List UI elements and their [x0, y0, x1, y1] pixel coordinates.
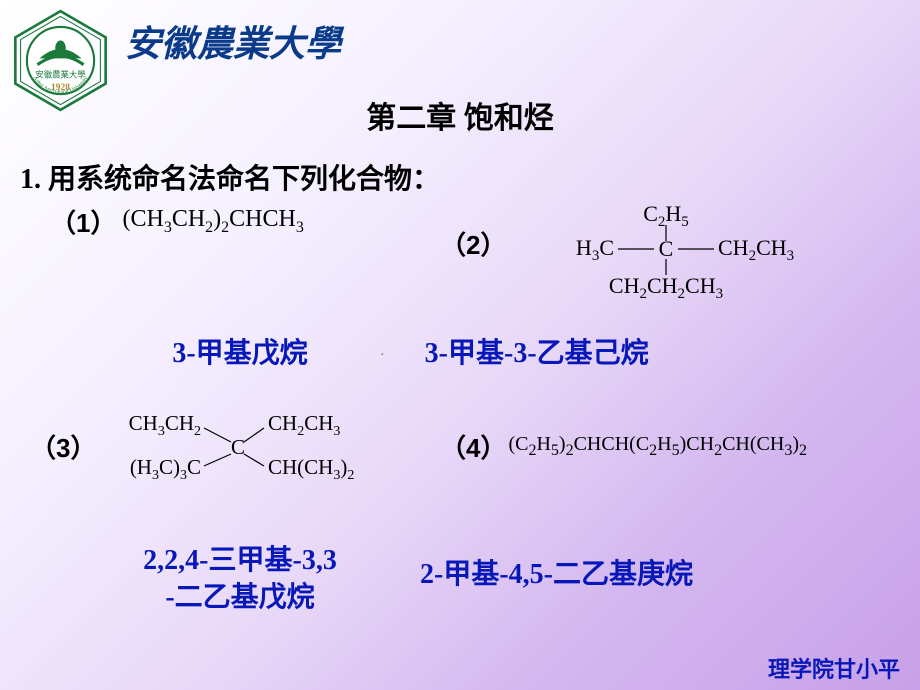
- formula-4: (C2H5)2CHCH(C2H5)CH2CH(CH3)2: [508, 433, 807, 460]
- university-logo: 安徽農業大學 1928 Anhui Agricultural Universit…: [8, 8, 113, 113]
- item-label-1: （1）: [50, 203, 116, 240]
- item-label-4: （4）: [440, 428, 506, 465]
- answer-4: 2-甲基-4,5-二乙基庚烷: [420, 557, 693, 593]
- svg-text:CH(CH3)2: CH(CH3)2: [268, 455, 354, 483]
- item-label-2: （2）: [440, 225, 506, 262]
- svg-text:(H3C)3C: (H3C)3C: [130, 455, 201, 483]
- university-name: 安徽農業大學: [125, 15, 341, 67]
- svg-text:安徽農業大學: 安徽農業大學: [35, 69, 85, 79]
- svg-text:C: C: [659, 236, 674, 261]
- structure-3: CH3CH2 CH2CH3 C (H3C)3C CH(CH3)2: [96, 410, 396, 495]
- item-label-3: （3）: [30, 428, 96, 465]
- structure-2: C2H5 H3C C CH2CH3 CH2CH2CH3: [536, 203, 796, 308]
- answer-2: 3-甲基-3-乙基己烷: [425, 336, 649, 372]
- formula-1: (CH3CH2)2CHCH3: [122, 206, 303, 237]
- svg-text:CH2CH2CH3: CH2CH2CH3: [609, 273, 723, 302]
- dot-marker: ·: [380, 348, 385, 364]
- svg-text:C: C: [231, 435, 245, 459]
- footer-credit: 理学院甘小平: [768, 652, 900, 684]
- chapter-title: 第二章 饱和烃: [0, 93, 920, 137]
- svg-text:CH3CH2: CH3CH2: [129, 411, 201, 439]
- svg-text:CH2CH3: CH2CH3: [268, 411, 340, 439]
- answer-3: 2,2,4-三甲基-3,3 -二乙基戊烷: [80, 543, 400, 616]
- question-stem: 1. 用系统命名法命名下列化合物：: [20, 157, 920, 197]
- svg-text:CH2CH3: CH2CH3: [718, 235, 794, 264]
- svg-text:H3C: H3C: [576, 235, 614, 264]
- answer-1: 3-甲基戊烷: [110, 336, 370, 372]
